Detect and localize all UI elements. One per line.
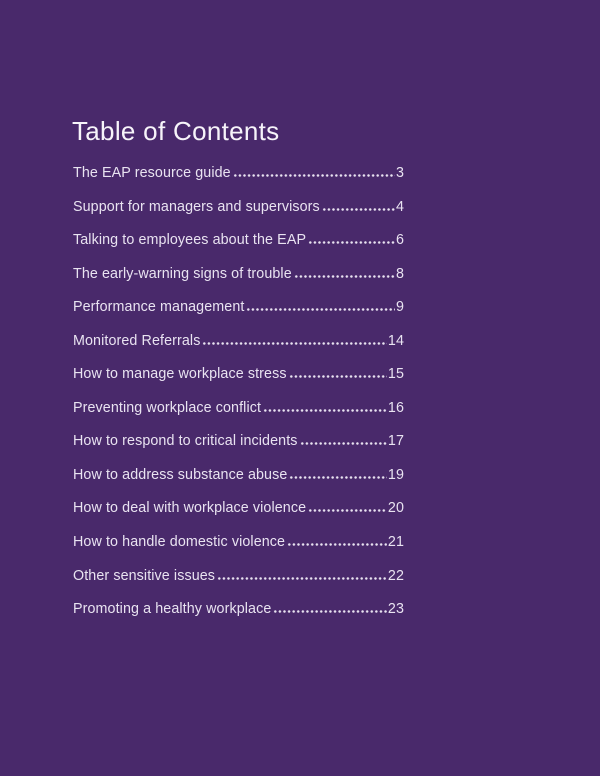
toc-entry-page: 14	[387, 332, 404, 349]
toc-entry-page: 20	[387, 500, 404, 517]
toc-entry-label: How to handle domestic violence	[73, 534, 286, 551]
toc-entry[interactable]: How to address substance abuse 19	[73, 467, 404, 501]
toc-entry-page: 21	[387, 534, 404, 551]
toc-entry-label: How to address substance abuse	[73, 466, 288, 483]
toc-entry-label: How to manage workplace stress	[73, 366, 287, 383]
toc-entry-label: Monitored Referrals	[73, 332, 201, 349]
toc-entry[interactable]: How to respond to critical incidents 17	[73, 433, 404, 467]
toc-leader-dots	[246, 301, 395, 312]
toc-entry-page: 9	[395, 299, 404, 316]
toc-entry-page: 22	[387, 567, 404, 584]
toc-entry-page: 17	[387, 433, 404, 450]
toc-entry-label: The early-warning signs of trouble	[73, 265, 292, 282]
toc-leader-dots	[273, 603, 387, 614]
page-title: Table of Contents	[72, 116, 280, 146]
toc-leader-dots	[308, 234, 395, 245]
toc-entry-page: 4	[395, 198, 404, 215]
toc-leader-dots	[263, 401, 387, 412]
toc-entry-page: 19	[387, 466, 404, 483]
toc-entry[interactable]: Preventing workplace conflict 16	[73, 400, 404, 434]
toc-leader-dots	[202, 334, 387, 345]
toc-entry-label: Support for managers and supervisors	[73, 198, 320, 215]
toc-entry[interactable]: How to handle domestic violence 21	[73, 534, 404, 568]
toc-entry[interactable]: Other sensitive issues 22	[73, 568, 404, 602]
toc-leader-dots	[217, 569, 387, 580]
toc-entry-label: Performance management	[73, 299, 245, 316]
toc-entry[interactable]: The early-warning signs of trouble 8	[73, 266, 404, 300]
toc-entry-label: Talking to employees about the EAP	[73, 232, 307, 249]
toc-entry-label: The EAP resource guide	[73, 165, 231, 181]
toc-entry[interactable]: How to deal with workplace violence 20	[73, 500, 404, 534]
toc-list: The EAP resource guide 3 Support for man…	[73, 165, 404, 635]
toc-entry-page: 3	[395, 165, 404, 181]
toc-leader-dots	[299, 435, 387, 446]
toc-entry[interactable]: How to manage workplace stress 15	[73, 366, 404, 400]
toc-entry-label: Other sensitive issues	[73, 567, 216, 584]
toc-leader-dots	[321, 200, 395, 211]
toc-entry[interactable]: Monitored Referrals 14	[73, 333, 404, 367]
toc-leader-dots	[287, 536, 387, 547]
toc-entry[interactable]: The EAP resource guide 3	[73, 165, 404, 199]
toc-entry-page: 16	[387, 399, 404, 416]
toc-leader-dots	[288, 368, 387, 379]
toc-entry-label: Preventing workplace conflict	[73, 399, 262, 416]
toc-entry-label: How to respond to critical incidents	[73, 433, 298, 450]
toc-entry-page: 23	[387, 601, 404, 618]
toc-entry[interactable]: Promoting a healthy workplace 23	[73, 601, 404, 635]
toc-entry-page: 8	[395, 265, 404, 282]
toc-entry[interactable]: Performance management 9	[73, 299, 404, 333]
toc-leader-dots	[289, 468, 387, 479]
toc-leader-dots	[293, 267, 395, 278]
toc-entry-page: 15	[387, 366, 404, 383]
toc-entry[interactable]: Support for managers and supervisors 4	[73, 199, 404, 233]
toc-entry-label: How to deal with workplace violence	[73, 500, 307, 517]
toc-entry[interactable]: Talking to employees about the EAP 6	[73, 232, 404, 266]
toc-leader-dots	[308, 502, 387, 513]
toc-entry-page: 6	[395, 232, 404, 249]
toc-entry-label: Promoting a healthy workplace	[73, 601, 272, 618]
toc-leader-dots	[232, 167, 395, 177]
